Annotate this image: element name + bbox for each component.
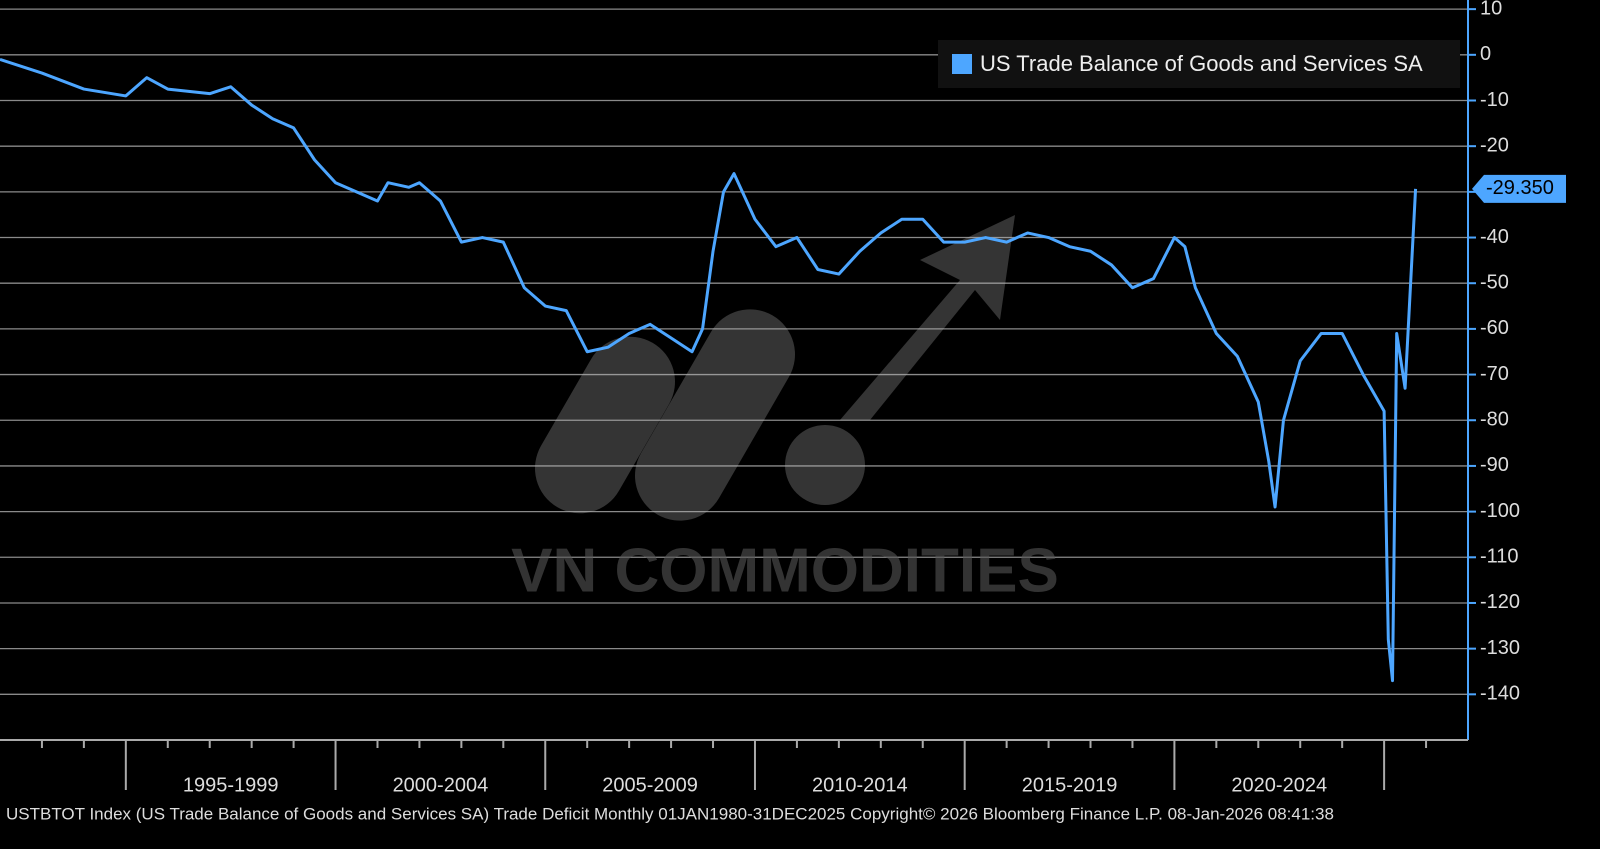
data-line (0, 57, 1418, 683)
y-tick-label: -10 (1480, 89, 1509, 111)
y-tick-label: -100 (1480, 500, 1520, 522)
y-tick-label: -70 (1480, 363, 1509, 385)
y-tick-label: 0 (1480, 43, 1491, 65)
logo-arrow (840, 215, 1015, 420)
y-tick-label: -60 (1480, 317, 1509, 339)
y-tick-label: -110 (1480, 546, 1519, 568)
y-tick-label: -140 (1480, 683, 1520, 705)
y-tick-label: -20 (1480, 134, 1509, 156)
legend-box (938, 40, 1460, 88)
x-period-label: 2000-2004 (393, 774, 489, 796)
y-tick-label: -80 (1480, 409, 1509, 431)
plot: 100-10-20-30-40-50-60-70-80-90-100-110-1… (0, 0, 1566, 796)
watermark-logo (535, 215, 1015, 521)
y-tick-label: -90 (1480, 454, 1509, 476)
legend-label: US Trade Balance of Goods and Services S… (980, 51, 1423, 76)
y-tick-label: -50 (1480, 271, 1509, 293)
grid (0, 8, 1468, 695)
last-value-label: -29.350 (1486, 177, 1554, 199)
y-tick-label: -40 (1480, 226, 1509, 248)
y-tick-label: -130 (1480, 637, 1520, 659)
logo-dot (785, 425, 865, 505)
y-tick-label: 10 (1480, 0, 1502, 19)
logo-bar (635, 309, 795, 521)
watermark-text: VN COMMODITIES (511, 536, 1059, 605)
logo-bar (535, 336, 675, 514)
legend-swatch (952, 54, 972, 74)
x-period-label: 2010-2014 (812, 774, 908, 796)
x-period-label: 1995-1999 (183, 774, 279, 796)
last-value-flag (1472, 174, 1566, 203)
x-period-label: 2005-2009 (602, 774, 698, 796)
x-period-label: 2015-2019 (1022, 774, 1118, 796)
x-period-label: 2020-2024 (1231, 774, 1327, 796)
y-tick-label: -120 (1480, 591, 1520, 613)
footer: USTBTOT Index (US Trade Balance of Goods… (6, 804, 1334, 823)
